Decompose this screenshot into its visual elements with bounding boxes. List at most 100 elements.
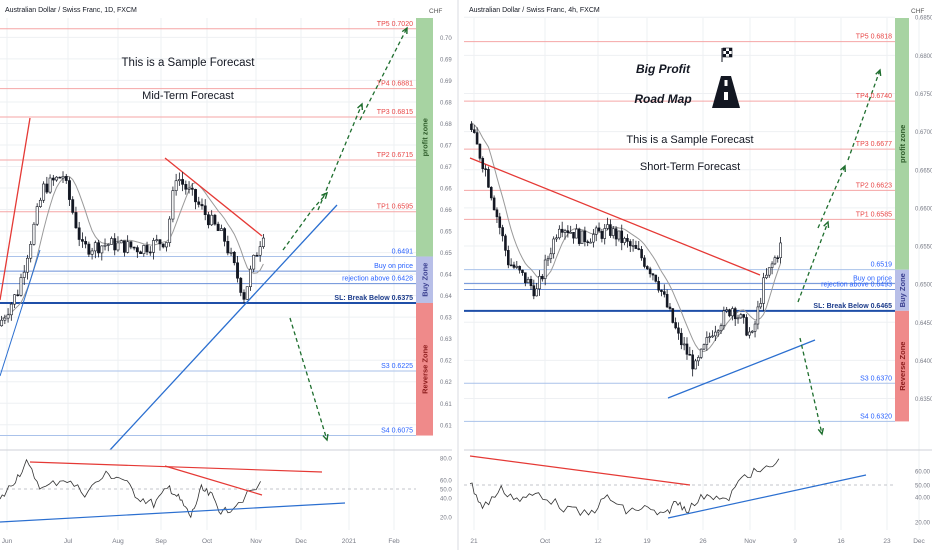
candle-body: [129, 241, 133, 248]
x-tick-label: Oct: [540, 538, 550, 545]
candle-body: [776, 257, 780, 259]
candle-body: [168, 218, 172, 243]
forecast-arrow: [289, 317, 328, 441]
candle-body: [569, 232, 572, 234]
x-tick-label: Dec: [913, 538, 925, 545]
candle-body: [535, 288, 538, 297]
candle-body: [631, 245, 635, 247]
level-label: TP1 0.6585: [856, 211, 892, 218]
candle-body: [592, 234, 595, 243]
osc-tick-label: 50.00: [915, 484, 931, 490]
candle-body: [42, 183, 46, 201]
x-tick-label: 19: [643, 538, 651, 545]
candle-body: [158, 239, 162, 245]
candle-body: [80, 239, 84, 242]
candle-body: [654, 274, 658, 282]
level-label: Buy on price: [853, 275, 892, 282]
annotation-text: This is a Sample Forecast: [122, 57, 256, 69]
candle-body: [38, 199, 42, 207]
candle-body: [481, 157, 485, 170]
x-tick-label: Oct: [202, 538, 212, 545]
annotation-text: This is a Sample Forecast: [626, 134, 753, 146]
candle-body: [626, 238, 629, 242]
candle-body: [515, 265, 519, 268]
candle-body: [662, 291, 666, 295]
candle-body: [100, 245, 104, 254]
y-tick-label: 0.66000: [915, 206, 932, 212]
y-tick-label: 0.63500: [440, 316, 462, 322]
candle-body: [611, 228, 615, 236]
candle-body: [725, 309, 728, 312]
candle-body: [194, 189, 197, 203]
level-label: S4 0.6320: [860, 413, 892, 420]
x-tick-label: 16: [837, 538, 845, 545]
candle-body: [762, 277, 765, 304]
annotation-text: Road Map: [634, 92, 691, 106]
candle-body: [19, 277, 23, 296]
candle-body: [549, 253, 553, 260]
annotation-text: Mid-Term Forecast: [142, 90, 234, 102]
trend-line: [164, 157, 263, 237]
level-label: TP2 0.6715: [377, 152, 413, 159]
level-label: rejection above 0.6428: [342, 276, 413, 283]
candle-body: [759, 303, 763, 308]
y-tick-label: 0.64500: [440, 273, 462, 279]
level-label: Buy on price: [374, 263, 413, 270]
candle-body: [261, 237, 265, 247]
candle-body: [589, 241, 592, 244]
candle-body: [64, 176, 68, 181]
forecast-arrow: [317, 103, 363, 211]
candle-body: [770, 263, 774, 268]
candle-body: [606, 224, 609, 229]
drawings: [0, 26, 408, 451]
candle-body: [203, 205, 207, 215]
zone-label: Buy Zone: [898, 273, 907, 307]
candle-body: [210, 214, 214, 226]
y-tick-label: 0.64500: [915, 321, 932, 327]
candle-body: [216, 223, 220, 231]
candle-body: [600, 231, 604, 239]
x-tick-label: Sep: [155, 538, 167, 545]
candle-body: [736, 317, 740, 320]
candle-body: [498, 216, 502, 228]
osc-trend-line: [469, 455, 691, 486]
osc-tick-label: 20.00: [440, 516, 456, 522]
candle-body: [236, 262, 239, 279]
candle-body: [145, 245, 149, 253]
candle-body: [68, 180, 71, 200]
candle-body: [9, 303, 13, 316]
candle-body: [722, 310, 726, 327]
road-mark: [724, 92, 728, 100]
y-tick-label: 0.63500: [915, 397, 932, 403]
candle-body: [135, 247, 139, 253]
candle-body: [161, 243, 165, 248]
level-label: TP5 0.6818: [856, 34, 892, 41]
candle-body: [648, 268, 652, 275]
candle-body: [685, 343, 689, 355]
candle-body: [719, 325, 723, 332]
trend-line: [0, 249, 41, 377]
zone-2: [895, 310, 909, 422]
trend-line: [109, 204, 338, 451]
x-tick-label: 2021: [342, 538, 357, 545]
osc-trend-line: [29, 461, 323, 473]
candle-body: [748, 331, 751, 336]
y-tick-label: 0.65500: [440, 230, 462, 236]
candle-body: [484, 168, 487, 171]
x-axis: Jun Jul Aug Sep Oct Nov Dec 2021 Feb: [2, 538, 400, 545]
candle-body: [765, 274, 768, 279]
zone-1: [416, 256, 433, 303]
grid: [464, 16, 920, 530]
candle-body: [617, 230, 621, 240]
arrow-head: [875, 68, 882, 77]
candle-body: [739, 314, 743, 319]
candle-body: [546, 258, 550, 261]
y-tick-label: 0.64000: [440, 294, 462, 300]
zones: profit zone Buy Zone Reverse Zone: [895, 18, 909, 422]
candle-body: [512, 264, 516, 268]
candle-body: [113, 238, 117, 251]
candle-body: [495, 209, 499, 218]
osc-trend-line: [0, 502, 346, 523]
candle-body: [750, 330, 754, 333]
y-tick-label: 0.61500: [440, 402, 462, 408]
